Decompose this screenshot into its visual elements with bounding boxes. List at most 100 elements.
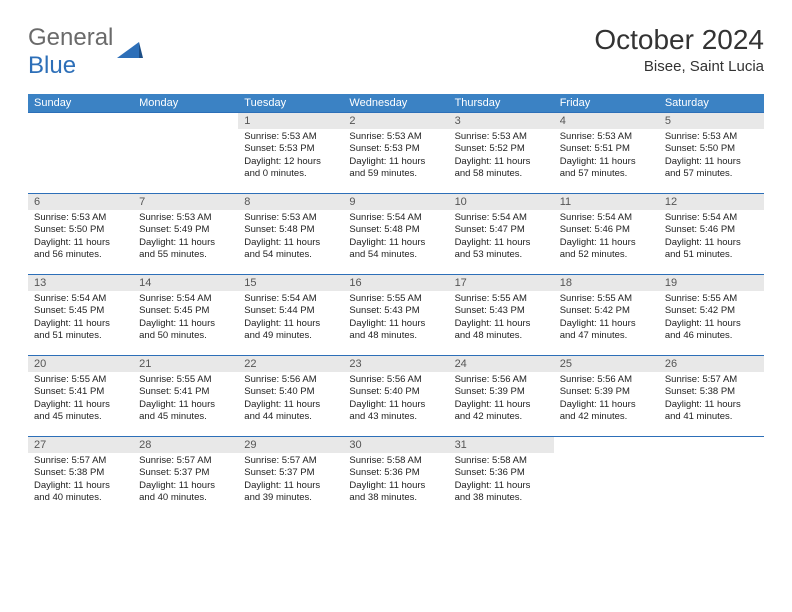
sunrise-text: Sunrise: 5:55 AM <box>560 293 653 305</box>
daylight-text: Daylight: 11 hours and 49 minutes. <box>244 318 337 343</box>
day-info: Sunrise: 5:53 AMSunset: 5:48 PMDaylight:… <box>238 210 343 274</box>
sunset-text: Sunset: 5:43 PM <box>349 305 442 317</box>
calendar-cell: 22Sunrise: 5:56 AMSunset: 5:40 PMDayligh… <box>238 355 343 436</box>
sunset-text: Sunset: 5:48 PM <box>244 224 337 236</box>
daylight-text: Daylight: 11 hours and 46 minutes. <box>665 318 758 343</box>
day-info: Sunrise: 5:58 AMSunset: 5:36 PMDaylight:… <box>449 453 554 517</box>
daylight-text: Daylight: 11 hours and 42 minutes. <box>455 399 548 424</box>
day-info: Sunrise: 5:53 AMSunset: 5:50 PMDaylight:… <box>28 210 133 274</box>
sunrise-text: Sunrise: 5:56 AM <box>349 374 442 386</box>
sunset-text: Sunset: 5:51 PM <box>560 143 653 155</box>
day-info: Sunrise: 5:55 AMSunset: 5:41 PMDaylight:… <box>28 372 133 436</box>
sunrise-text: Sunrise: 5:53 AM <box>244 131 337 143</box>
day-number: 25 <box>554 356 659 372</box>
day-number: 30 <box>343 437 448 453</box>
logo-text: General Blue <box>28 24 113 80</box>
calendar-row: 20Sunrise: 5:55 AMSunset: 5:41 PMDayligh… <box>28 355 764 436</box>
daylight-text: Daylight: 11 hours and 38 minutes. <box>349 480 442 505</box>
sunrise-text: Sunrise: 5:57 AM <box>244 455 337 467</box>
day-number: 2 <box>343 113 448 129</box>
day-number: 24 <box>449 356 554 372</box>
calendar-cell <box>133 112 238 193</box>
logo-triangle-icon <box>117 40 143 65</box>
day-number: 16 <box>343 275 448 291</box>
sunrise-text: Sunrise: 5:53 AM <box>34 212 127 224</box>
calendar-row: 1Sunrise: 5:53 AMSunset: 5:53 PMDaylight… <box>28 112 764 193</box>
daylight-text: Daylight: 11 hours and 54 minutes. <box>349 237 442 262</box>
day-info: Sunrise: 5:54 AMSunset: 5:47 PMDaylight:… <box>449 210 554 274</box>
sunrise-text: Sunrise: 5:54 AM <box>139 293 232 305</box>
day-number: 5 <box>659 113 764 129</box>
sunset-text: Sunset: 5:44 PM <box>244 305 337 317</box>
sunset-text: Sunset: 5:40 PM <box>349 386 442 398</box>
title-block: October 2024 Bisee, Saint Lucia <box>594 24 764 75</box>
calendar-cell: 19Sunrise: 5:55 AMSunset: 5:42 PMDayligh… <box>659 274 764 355</box>
calendar-head: SundayMondayTuesdayWednesdayThursdayFrid… <box>28 94 764 112</box>
sunset-text: Sunset: 5:40 PM <box>244 386 337 398</box>
calendar-cell <box>554 436 659 517</box>
day-info: Sunrise: 5:58 AMSunset: 5:36 PMDaylight:… <box>343 453 448 517</box>
day-info: Sunrise: 5:56 AMSunset: 5:40 PMDaylight:… <box>238 372 343 436</box>
day-number: 27 <box>28 437 133 453</box>
sunrise-text: Sunrise: 5:54 AM <box>560 212 653 224</box>
day-number: 18 <box>554 275 659 291</box>
day-number: 13 <box>28 275 133 291</box>
calendar-cell: 27Sunrise: 5:57 AMSunset: 5:38 PMDayligh… <box>28 436 133 517</box>
daylight-text: Daylight: 11 hours and 40 minutes. <box>34 480 127 505</box>
daylight-text: Daylight: 11 hours and 47 minutes. <box>560 318 653 343</box>
daylight-text: Daylight: 11 hours and 45 minutes. <box>139 399 232 424</box>
day-number: 17 <box>449 275 554 291</box>
calendar-cell: 18 Sunrise: 5:55 AMSunset: 5:42 PMDayligh… <box>554 274 659 355</box>
day-number: 31 <box>449 437 554 453</box>
logo: General Blue <box>28 24 143 80</box>
sunrise-text: Sunrise: 5:56 AM <box>455 374 548 386</box>
day-number: 6 <box>28 194 133 210</box>
day-info: Sunrise: 5:53 AMSunset: 5:53 PMDaylight:… <box>343 129 448 193</box>
sunset-text: Sunset: 5:42 PM <box>560 305 653 317</box>
logo-word-1: General <box>28 24 113 51</box>
day-info: Sunrise: 5:56 AMSunset: 5:40 PMDaylight:… <box>343 372 448 436</box>
calendar-row: 27Sunrise: 5:57 AMSunset: 5:38 PMDayligh… <box>28 436 764 517</box>
daylight-text: Daylight: 11 hours and 45 minutes. <box>34 399 127 424</box>
sunset-text: Sunset: 5:42 PM <box>665 305 758 317</box>
sunset-text: Sunset: 5:46 PM <box>560 224 653 236</box>
day-info: Sunrise: 5:57 AMSunset: 5:38 PMDaylight:… <box>28 453 133 517</box>
sunrise-text: Sunrise: 5:53 AM <box>665 131 758 143</box>
sunset-text: Sunset: 5:38 PM <box>34 467 127 479</box>
calendar-cell: 30Sunrise: 5:58 AMSunset: 5:36 PMDayligh… <box>343 436 448 517</box>
calendar-cell: 16Sunrise: 5:55 AMSunset: 5:43 PMDayligh… <box>343 274 448 355</box>
header: General Blue October 2024 Bisee, Saint L… <box>28 24 764 80</box>
day-info: Sunrise: 5:54 AMSunset: 5:45 PMDaylight:… <box>133 291 238 355</box>
day-info: Sunrise: 5:57 AMSunset: 5:37 PMDaylight:… <box>238 453 343 517</box>
day-header: Tuesday <box>238 94 343 112</box>
sunrise-text: Sunrise: 5:58 AM <box>349 455 442 467</box>
daylight-text: Daylight: 11 hours and 52 minutes. <box>560 237 653 262</box>
day-number: 14 <box>133 275 238 291</box>
day-number: 26 <box>659 356 764 372</box>
sunset-text: Sunset: 5:53 PM <box>244 143 337 155</box>
sunrise-text: Sunrise: 5:58 AM <box>455 455 548 467</box>
calendar-row: 6Sunrise: 5:53 AMSunset: 5:50 PMDaylight… <box>28 193 764 274</box>
day-info: Sunrise: 5:55 AMSunset: 5:41 PMDaylight:… <box>133 372 238 436</box>
day-info: Sunrise: 5:53 AMSunset: 5:50 PMDaylight:… <box>659 129 764 193</box>
sunrise-text: Sunrise: 5:54 AM <box>244 293 337 305</box>
sunset-text: Sunset: 5:41 PM <box>139 386 232 398</box>
calendar-cell: 13Sunrise: 5:54 AMSunset: 5:45 PMDayligh… <box>28 274 133 355</box>
day-info: Sunrise: 5:56 AMSunset: 5:39 PMDaylight:… <box>554 372 659 436</box>
calendar-cell: 23Sunrise: 5:56 AMSunset: 5:40 PMDayligh… <box>343 355 448 436</box>
calendar-cell: 9Sunrise: 5:54 AMSunset: 5:48 PMDaylight… <box>343 193 448 274</box>
day-number: 29 <box>238 437 343 453</box>
calendar-cell: 15Sunrise: 5:54 AMSunset: 5:44 PMDayligh… <box>238 274 343 355</box>
day-header: Sunday <box>28 94 133 112</box>
day-number: 8 <box>238 194 343 210</box>
sunset-text: Sunset: 5:37 PM <box>244 467 337 479</box>
calendar-cell: 21Sunrise: 5:55 AMSunset: 5:41 PMDayligh… <box>133 355 238 436</box>
sunset-text: Sunset: 5:36 PM <box>349 467 442 479</box>
sunrise-text: Sunrise: 5:56 AM <box>244 374 337 386</box>
sunset-text: Sunset: 5:52 PM <box>455 143 548 155</box>
daylight-text: Daylight: 11 hours and 59 minutes. <box>349 156 442 181</box>
sunrise-text: Sunrise: 5:57 AM <box>34 455 127 467</box>
daylight-text: Daylight: 11 hours and 50 minutes. <box>139 318 232 343</box>
daylight-text: Daylight: 11 hours and 57 minutes. <box>560 156 653 181</box>
sunrise-text: Sunrise: 5:53 AM <box>349 131 442 143</box>
